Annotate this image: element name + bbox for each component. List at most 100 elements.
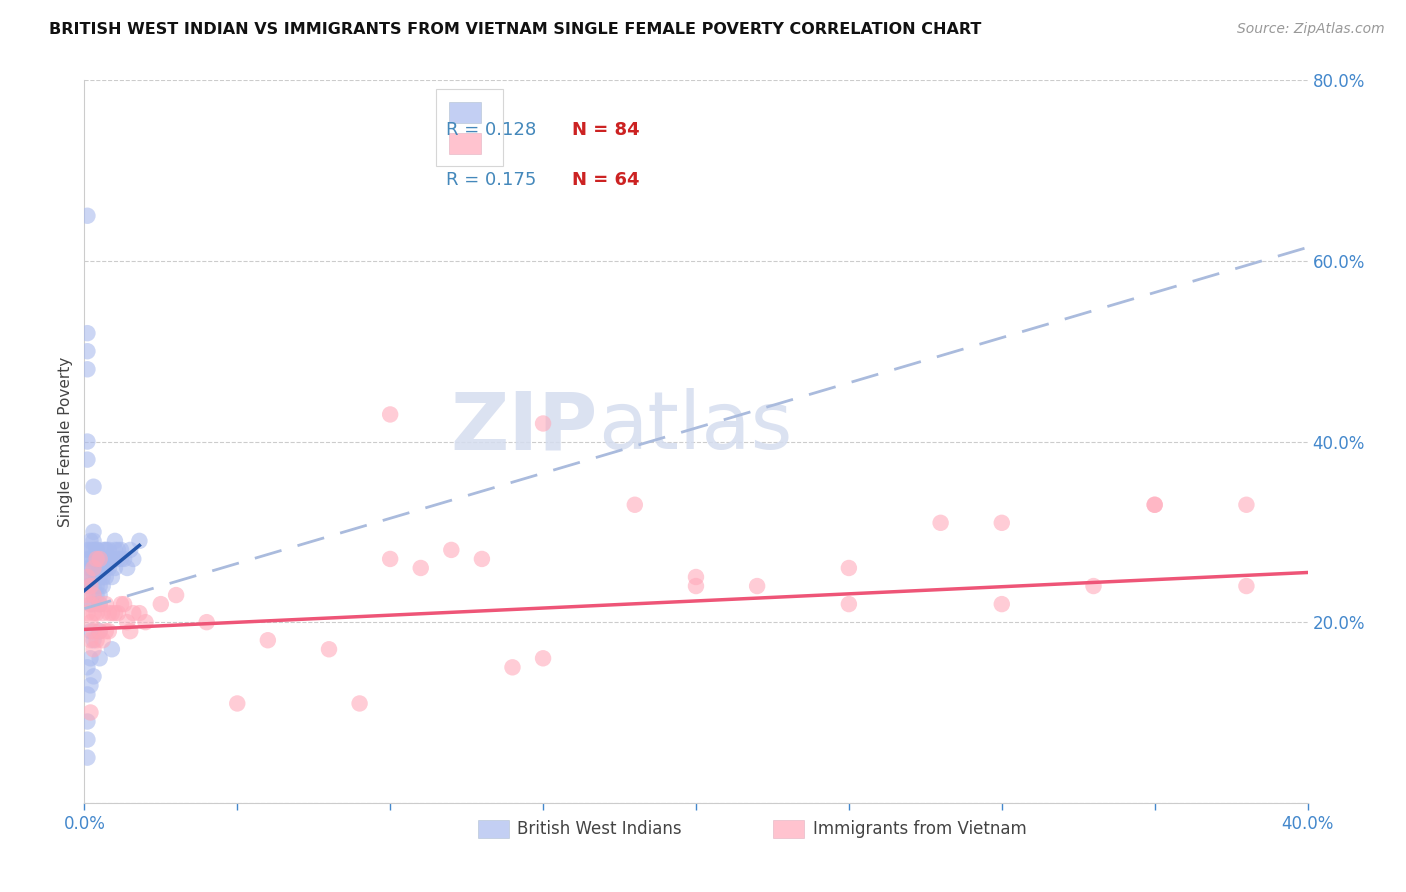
Point [94,561,117,575]
Point [502,660,524,674]
Point [91,552,114,566]
Point [1236,498,1258,512]
Point [747,579,769,593]
Point [76,660,98,674]
Point [83,597,105,611]
Point [83,552,105,566]
Point [991,516,1014,530]
Point [86,570,108,584]
Text: atlas: atlas [598,388,793,467]
Point [97,552,120,566]
Point [83,570,105,584]
Point [79,651,101,665]
Point [94,542,117,557]
Point [83,669,105,683]
Point [89,552,111,566]
Point [89,624,111,639]
Point [76,209,98,223]
Point [76,714,98,729]
Point [79,552,101,566]
Point [107,606,129,620]
Point [76,552,98,566]
Point [104,533,127,548]
Point [94,542,117,557]
Point [101,606,124,620]
Point [685,579,707,593]
Point [89,624,111,639]
Point [83,561,105,575]
Point [89,588,111,602]
Point [1143,498,1166,512]
Point [128,533,150,548]
Point [89,570,111,584]
Point [97,606,120,620]
Point [115,561,138,575]
Point [112,552,135,566]
Text: ZIP: ZIP [451,388,598,467]
Point [991,597,1014,611]
Point [79,633,101,648]
Point [79,533,101,548]
Point [76,606,98,620]
Point [1143,498,1166,512]
Point [107,552,129,566]
Point [101,552,124,566]
Point [380,552,402,566]
Point [97,624,120,639]
Text: N = 64: N = 64 [572,170,640,188]
Point [89,597,111,611]
Point [83,542,105,557]
Text: R = 0.128: R = 0.128 [446,120,536,138]
Text: N = 84: N = 84 [572,120,640,138]
Point [79,706,101,720]
Point [89,579,111,593]
Point [79,624,101,639]
Point [83,633,105,648]
Point [89,597,111,611]
Point [76,542,98,557]
Point [929,516,952,530]
Point [83,524,105,539]
Point [195,615,218,630]
Legend: , : , [436,89,503,166]
Point [76,362,98,376]
Text: Source: ZipAtlas.com: Source: ZipAtlas.com [1237,22,1385,37]
Point [79,615,101,630]
Point [91,633,114,648]
Point [79,597,101,611]
Text: R = 0.175: R = 0.175 [446,170,536,188]
Point [76,452,98,467]
Point [76,687,98,701]
Point [94,570,117,584]
Text: Immigrants from Vietnam: Immigrants from Vietnam [813,820,1026,838]
Point [101,570,124,584]
Point [83,606,105,620]
Point [318,642,340,657]
Point [86,606,108,620]
Point [76,579,98,593]
Point [91,561,114,575]
Point [112,597,135,611]
Point [257,633,280,648]
Point [135,615,157,630]
Point [165,588,187,602]
Point [349,697,371,711]
Point [107,542,129,557]
Text: BRITISH WEST INDIAN VS IMMIGRANTS FROM VIETNAM SINGLE FEMALE POVERTY CORRELATION: BRITISH WEST INDIAN VS IMMIGRANTS FROM V… [49,22,981,37]
Point [94,624,117,639]
Point [79,579,101,593]
Point [97,542,120,557]
Point [838,561,860,575]
Point [409,561,432,575]
Point [128,606,150,620]
Point [97,561,120,575]
Y-axis label: Single Female Poverty: Single Female Poverty [58,357,73,526]
Point [531,417,554,431]
Point [79,678,101,692]
Point [97,552,120,566]
Point [76,434,98,449]
Point [1236,579,1258,593]
Point [685,570,707,584]
Point [83,624,105,639]
Point [531,651,554,665]
